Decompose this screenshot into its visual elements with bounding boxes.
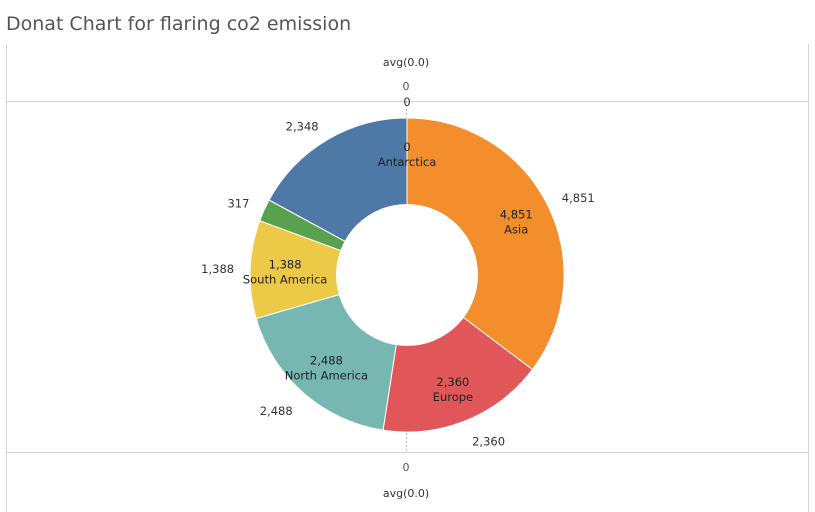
outer-value-label-segment-6: 317 — [227, 197, 249, 211]
inner-value-label-europe: 2,360 — [436, 375, 469, 389]
outer-value-label-south-america: 1,388 — [201, 262, 234, 276]
outer-value-label-antarctica: 0 — [403, 95, 410, 109]
category-label-antarctica: Antarctica — [378, 155, 437, 169]
outer-value-label-asia: 4,851 — [562, 191, 595, 205]
chart-title: Donat Chart for flaring co2 emission — [6, 13, 351, 35]
category-label-south-america: South America — [243, 273, 328, 287]
inner-value-label-antarctica: 0 — [403, 140, 410, 154]
category-label-asia: Asia — [504, 223, 528, 237]
top-axis-tick: 0 — [403, 80, 410, 93]
outer-value-label-north-america: 2,488 — [260, 404, 293, 418]
inner-value-label-south-america: 1,388 — [269, 258, 302, 272]
inner-value-label-asia: 4,851 — [500, 208, 533, 222]
outer-value-label-europe: 2,360 — [472, 434, 505, 448]
category-label-europe: Europe — [433, 390, 473, 404]
slice-south-america[interactable] — [249, 220, 409, 320]
category-label-north-america: North America — [285, 369, 368, 383]
donut-labels: 00Antarctica4,8514,851Asia2,3602,360Euro… — [201, 95, 595, 448]
outer-value-label-segment-7: 2,348 — [286, 119, 319, 133]
bottom-axis-label: avg(0.0) — [383, 487, 429, 500]
slice-asia[interactable] — [406, 117, 565, 371]
inner-value-label-north-america: 2,488 — [310, 354, 343, 368]
top-axis-label: avg(0.0) — [383, 56, 429, 69]
bottom-axis-tick: 0 — [403, 461, 410, 474]
donut-hole — [336, 204, 478, 346]
